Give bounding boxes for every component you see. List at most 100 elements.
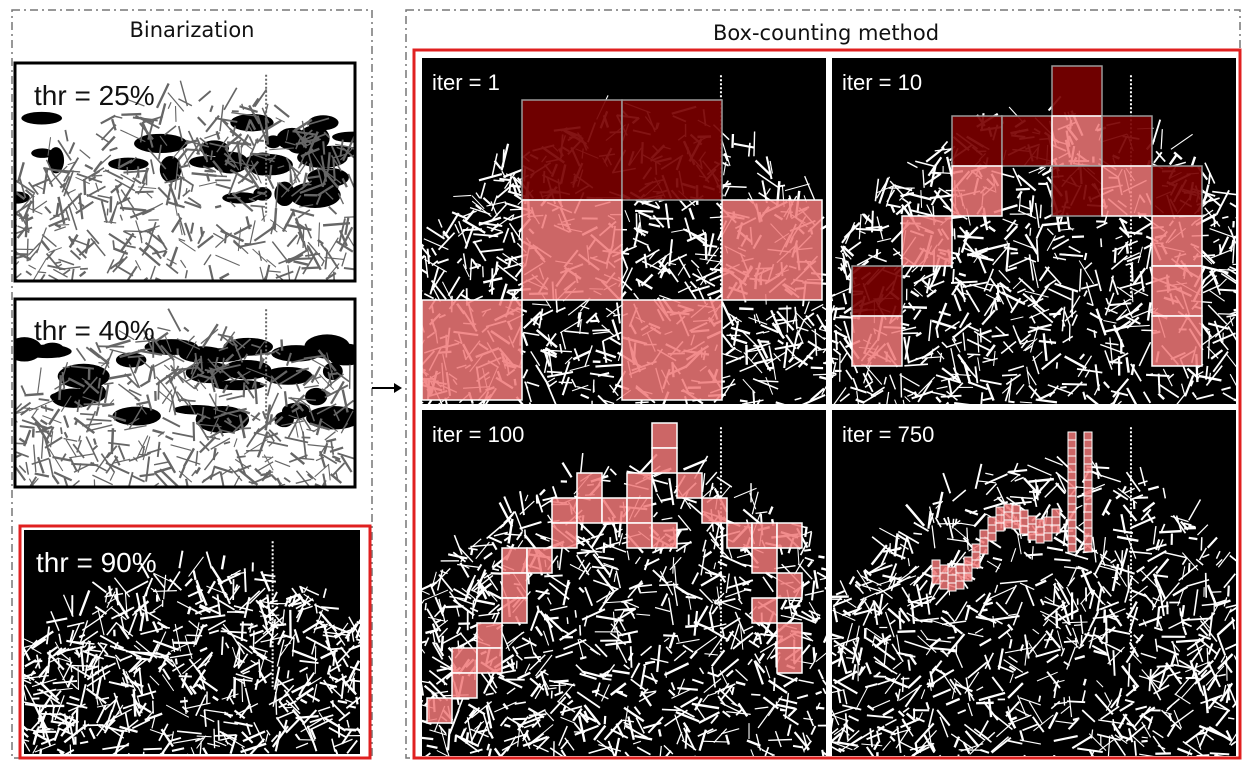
stem bbox=[36, 431, 50, 432]
stem bbox=[1115, 248, 1116, 263]
stem bbox=[215, 206, 221, 207]
stem bbox=[901, 678, 909, 679]
stem bbox=[602, 679, 611, 680]
panel-label: thr = 25% bbox=[34, 80, 155, 111]
stem bbox=[77, 708, 78, 734]
stem bbox=[1113, 650, 1114, 676]
stem bbox=[275, 208, 276, 230]
stem bbox=[1057, 362, 1058, 368]
stem bbox=[901, 373, 902, 397]
stem bbox=[218, 720, 219, 741]
stem bbox=[425, 603, 426, 610]
stem bbox=[483, 266, 484, 277]
stem bbox=[836, 330, 837, 350]
stem bbox=[266, 472, 273, 473]
stem bbox=[519, 231, 520, 240]
stem bbox=[56, 225, 69, 226]
stem bbox=[471, 549, 472, 555]
stem bbox=[541, 312, 542, 320]
stem bbox=[1159, 374, 1160, 393]
stem bbox=[1207, 700, 1208, 713]
stem bbox=[804, 550, 811, 551]
page: {"binarization": {"title": "Binarization… bbox=[0, 0, 1244, 760]
stem bbox=[349, 706, 356, 708]
stem bbox=[1210, 753, 1229, 754]
stem bbox=[558, 561, 559, 568]
stem bbox=[1228, 586, 1229, 597]
stem bbox=[333, 157, 334, 181]
dark-blob bbox=[307, 390, 325, 399]
stem bbox=[197, 736, 212, 737]
stem bbox=[39, 706, 40, 720]
stem bbox=[222, 637, 223, 655]
stem bbox=[253, 631, 254, 648]
stem bbox=[954, 228, 955, 239]
stem bbox=[754, 132, 755, 157]
stem bbox=[1159, 531, 1182, 532]
dark-blob bbox=[173, 405, 218, 414]
stem bbox=[1056, 611, 1057, 628]
stem bbox=[605, 716, 606, 724]
stem bbox=[1126, 232, 1143, 233]
stem bbox=[12, 646, 25, 651]
stem bbox=[913, 533, 922, 534]
stem bbox=[774, 678, 775, 691]
stem bbox=[281, 339, 282, 350]
stem bbox=[600, 674, 613, 675]
stem bbox=[816, 708, 824, 709]
stem bbox=[1209, 173, 1210, 184]
dark-blob bbox=[108, 158, 149, 171]
figure: Binarization Box-counting method thr = 2… bbox=[0, 0, 1244, 760]
stem bbox=[1040, 205, 1041, 218]
stem bbox=[345, 729, 366, 730]
stem bbox=[24, 394, 43, 395]
stem bbox=[780, 710, 787, 711]
stem bbox=[580, 625, 581, 636]
stem bbox=[39, 399, 50, 400]
stem bbox=[686, 597, 697, 598]
stem bbox=[1126, 242, 1127, 254]
stem bbox=[544, 575, 562, 576]
stem bbox=[92, 665, 93, 691]
dark-blob bbox=[138, 134, 169, 150]
stem bbox=[249, 280, 261, 299]
stem bbox=[1189, 538, 1198, 539]
stem bbox=[445, 606, 463, 607]
stem bbox=[635, 211, 653, 212]
stem bbox=[504, 725, 510, 727]
stem bbox=[211, 176, 227, 177]
stem bbox=[71, 464, 98, 465]
stem bbox=[832, 308, 844, 309]
stem bbox=[1072, 236, 1084, 237]
stem bbox=[592, 330, 609, 331]
stem bbox=[245, 568, 246, 592]
stem bbox=[276, 692, 277, 715]
stem bbox=[659, 585, 678, 586]
stem bbox=[223, 358, 224, 366]
stem bbox=[1101, 238, 1102, 247]
panel-label: thr = 40% bbox=[34, 315, 155, 346]
stem bbox=[617, 691, 623, 692]
dark-blob bbox=[21, 112, 62, 125]
stem bbox=[575, 610, 576, 617]
stem bbox=[268, 158, 275, 159]
stem bbox=[1141, 741, 1147, 742]
stem bbox=[270, 165, 271, 179]
stem bbox=[1054, 559, 1070, 560]
stem bbox=[818, 556, 824, 557]
stem bbox=[153, 701, 154, 714]
stem bbox=[323, 141, 324, 154]
stem bbox=[244, 382, 245, 397]
stem bbox=[442, 636, 443, 651]
stem bbox=[1060, 387, 1066, 388]
stem bbox=[1030, 228, 1031, 236]
stem bbox=[1132, 264, 1133, 282]
stem bbox=[121, 114, 141, 115]
stem bbox=[193, 422, 194, 441]
stem bbox=[1008, 401, 1014, 402]
stem bbox=[547, 372, 562, 373]
stem bbox=[662, 709, 681, 710]
stem bbox=[956, 643, 957, 654]
stem bbox=[124, 231, 148, 232]
stem bbox=[499, 179, 510, 180]
